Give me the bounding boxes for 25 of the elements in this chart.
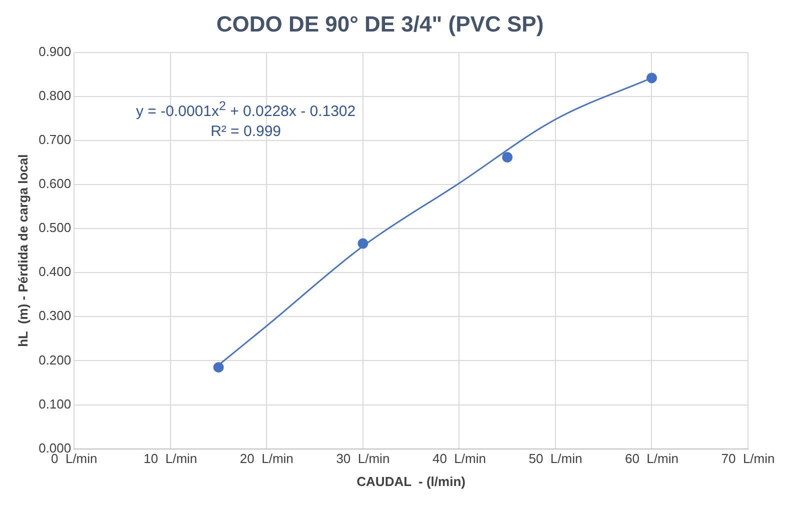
x-tick-label: 60 L/min <box>624 451 678 466</box>
annotation: y = -0.0001x$^{2}$ + 0.0228x - 0.1302 <box>136 98 356 122</box>
chart-title: CODO DE 90° DE 3/4" (PVC SP) <box>216 11 544 36</box>
x-axis-title: CAUDAL - (l/min) <box>356 474 466 489</box>
annotation: R² = 0.999 <box>210 122 282 142</box>
y-tick-label: 0.900 <box>38 44 72 59</box>
x-tick-label: 30 L/min <box>336 451 390 466</box>
point <box>358 238 368 249</box>
point <box>502 152 513 162</box>
point <box>213 362 224 373</box>
y-tick-label: 0.100 <box>38 396 72 412</box>
y-axis-title: hL (m) - Pérdida de carga local <box>15 154 30 347</box>
y-tick-label: 0.400 <box>38 264 72 280</box>
y-tick-label: 0.600 <box>38 176 72 192</box>
y-tick-label: 0.700 <box>38 132 72 148</box>
x-tick-label: 50 L/min <box>528 451 582 466</box>
x-tick-label: 40 L/min <box>432 451 486 466</box>
x-tick-label: 10 L/min <box>144 451 198 466</box>
y-tick-label: 0.800 <box>38 88 72 104</box>
y-tick-label: 0.300 <box>38 308 72 324</box>
y-tick-label: 0.200 <box>38 352 72 368</box>
x-tick-label: 20 L/min <box>240 451 294 466</box>
point <box>646 72 657 84</box>
y-tick-label: 0.500 <box>38 220 72 236</box>
x-tick-label: 70 L/min <box>721 451 775 466</box>
